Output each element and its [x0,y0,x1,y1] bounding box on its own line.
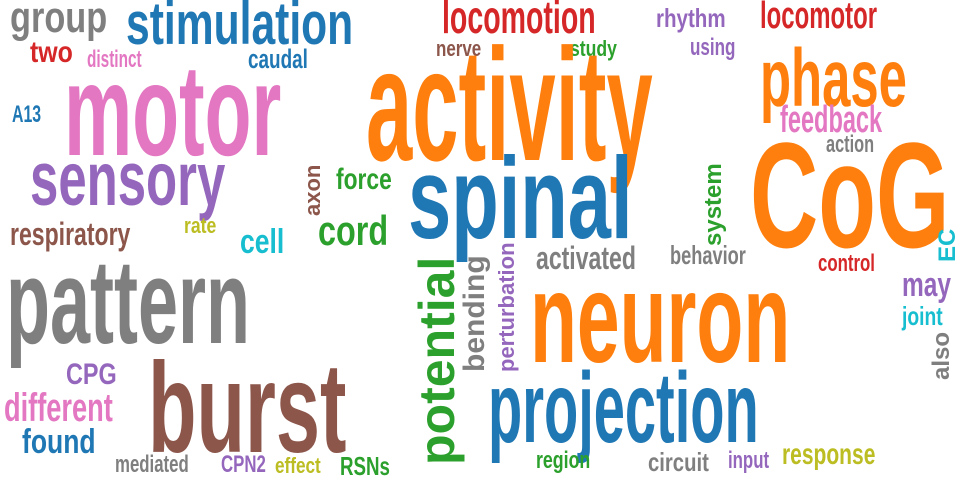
word-circuit: circuit [648,447,709,477]
word-pattern: pattern [6,235,251,369]
word-potential: potential [409,256,465,465]
word-response: response [782,438,876,471]
word-rate: rate [184,213,217,238]
word-bending: bending [458,255,491,372]
word-different: different [4,386,113,430]
word-burst: burst [148,337,347,480]
word-locomotor: locomotor [760,0,878,37]
word-input: input [728,447,770,474]
word-CoG: CoG [750,111,950,279]
word-projection: projection [488,352,759,464]
word-may: may [902,266,952,304]
word-activity: activity [366,15,653,194]
word-stimulation: stimulation [126,0,354,57]
word-cord: cord [318,207,389,254]
word-two: two [30,36,73,69]
word-cell: cell [240,223,285,261]
word-EC: EC [934,228,960,262]
word-distinct: distinct [87,46,142,73]
word-A13: A13 [12,101,42,128]
word-action: action [826,131,875,158]
word-using: using [690,34,736,61]
word-neuron: neuron [530,247,791,390]
word-group: group [10,0,108,42]
word-sensory: sensory [30,137,226,222]
word-behavior: behavior [670,240,746,270]
word-activated: activated [536,240,636,276]
word-caudal: caudal [248,44,308,74]
word-also: also [928,331,955,380]
word-system: system [700,163,727,246]
word-joint: joint [902,301,943,331]
word-control: control [818,250,875,277]
word-study: study [570,36,617,61]
word-RSNs: RSNs [340,451,390,480]
word-motor: motor [64,37,282,183]
word-mediated: mediated [115,451,189,478]
word-force: force [336,163,392,196]
word-rhythm: rhythm [656,3,726,33]
word-nerve: nerve [436,36,482,61]
word-spinal: spinal [408,133,633,263]
word-region: region [536,447,591,474]
word-feedback: feedback [780,99,883,141]
word-found: found [22,423,96,461]
word-phase: phase [760,33,907,124]
word-locomotion: locomotion [442,0,596,43]
word-effect: effect [275,453,321,478]
word-CPG: CPG [66,358,117,391]
word-respiratory: respiratory [10,216,131,252]
word-CPN2: CPN2 [221,451,266,478]
